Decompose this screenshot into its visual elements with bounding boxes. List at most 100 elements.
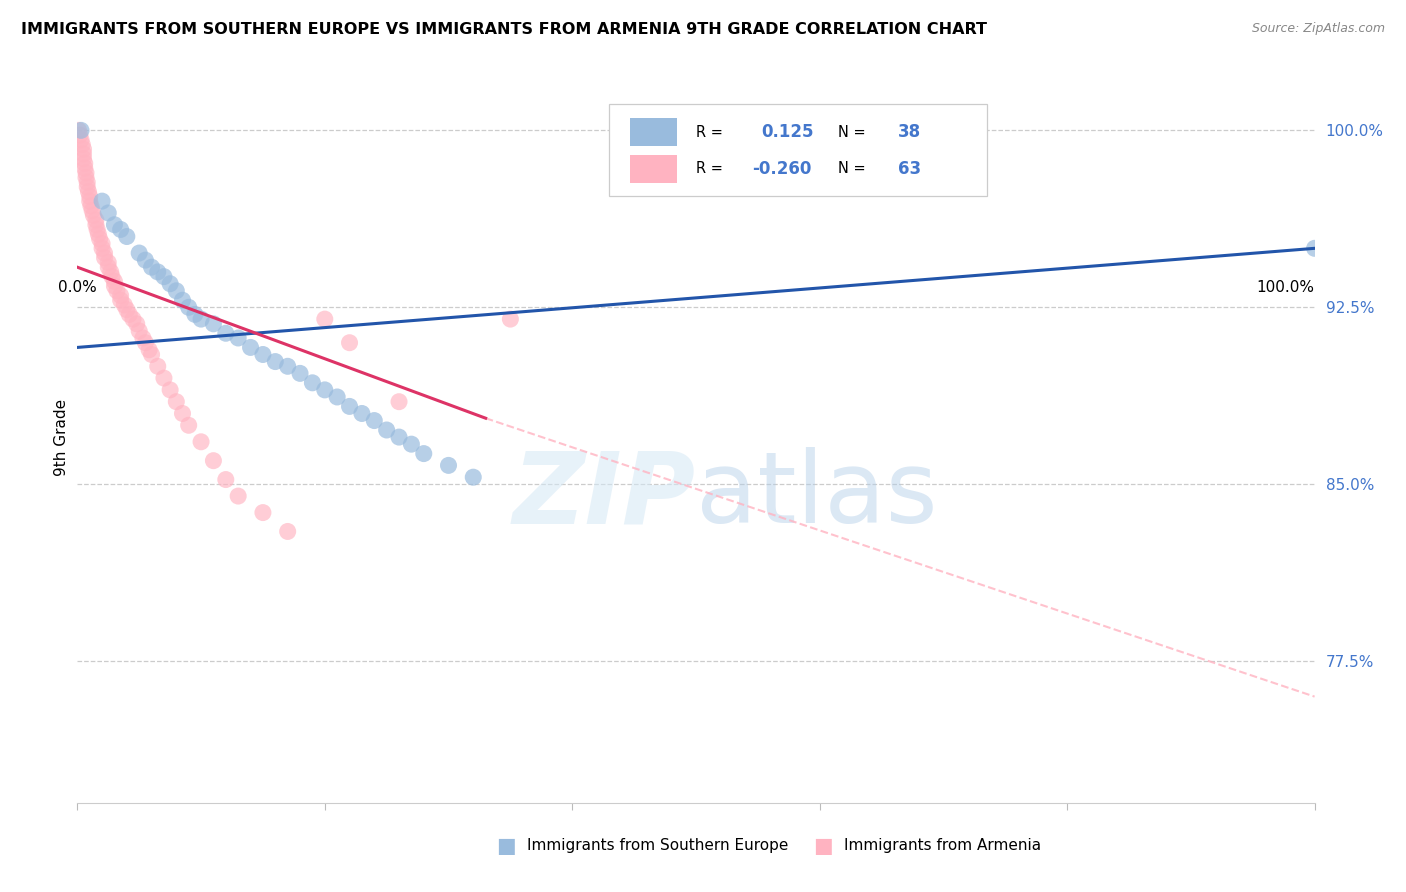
Point [82,208,104,222]
Point [110,222,132,236]
Point [226,489,249,503]
Point [239,340,262,354]
Point [70,123,93,137]
Point [202,317,225,331]
Point [112,298,135,312]
Point [277,524,299,539]
Point [215,326,238,341]
Point [72,152,94,166]
Point [84,218,107,232]
Point [277,359,299,374]
Point [437,458,460,473]
Text: ZIP: ZIP [513,447,696,544]
Bar [630,118,678,146]
Point [115,229,138,244]
Point [165,394,187,409]
Point [363,413,385,427]
Point [75,170,97,185]
Point [134,335,156,350]
Point [67,123,90,137]
Point [146,265,169,279]
Point [301,376,323,390]
Text: N =: N = [838,125,866,139]
Point [70,133,93,147]
Text: R =: R = [696,125,723,139]
Point [226,331,249,345]
Text: 38: 38 [897,123,921,141]
Point [91,236,114,251]
Point [91,241,114,255]
Point [73,156,96,170]
Y-axis label: 9th Grade: 9th Grade [53,399,69,475]
Text: N =: N = [838,161,866,176]
Point [339,400,361,414]
Bar [630,154,678,183]
Point [72,137,94,152]
Point [314,383,336,397]
Point [159,277,181,291]
Point [153,269,176,284]
Point [172,407,194,421]
Point [141,347,163,361]
Point [72,147,94,161]
Text: 0.0%: 0.0% [58,280,97,295]
Point [97,260,120,275]
Point [128,324,150,338]
Text: ■: ■ [496,836,516,855]
Text: atlas: atlas [696,447,938,544]
Point [93,246,115,260]
Point [215,473,238,487]
Point [190,434,212,449]
Point [146,359,169,374]
Point [314,312,336,326]
Point [105,284,128,298]
Point [288,367,311,381]
Point [86,222,108,236]
Point [128,246,150,260]
Point [80,199,103,213]
Point [134,253,156,268]
Point [165,284,187,298]
Point [172,293,194,308]
Text: IMMIGRANTS FROM SOUTHERN EUROPE VS IMMIGRANTS FROM ARMENIA 9TH GRADE CORRELATION: IMMIGRANTS FROM SOUTHERN EUROPE VS IMMIG… [21,22,987,37]
Point [177,301,200,315]
Text: 0.125: 0.125 [762,123,814,141]
Point [326,390,349,404]
Point [463,470,485,484]
Text: R =: R = [696,161,723,176]
Point [76,175,98,189]
Point [264,354,287,368]
Point [110,293,132,308]
Point [202,453,225,467]
Point [79,189,101,203]
Point [82,203,104,218]
Point [84,213,107,227]
Point [141,260,163,275]
Point [499,312,522,326]
Point [103,218,125,232]
Point [388,430,411,444]
Point [132,331,155,345]
Text: Immigrants from Southern Europe: Immigrants from Southern Europe [527,838,789,853]
Point [118,307,141,321]
Point [76,180,98,194]
Point [97,206,120,220]
Point [125,317,148,331]
Text: Source: ZipAtlas.com: Source: ZipAtlas.com [1251,22,1385,36]
Point [103,279,125,293]
Text: -0.260: -0.260 [752,160,811,178]
Point [100,265,122,279]
Point [412,447,434,461]
Point [73,161,96,175]
Point [91,194,114,208]
Text: ■: ■ [813,836,832,855]
Point [115,302,138,317]
Point [103,274,125,288]
Point [110,288,132,302]
Point [339,335,361,350]
Point [190,312,212,326]
Point [184,307,207,321]
Point [77,185,100,199]
Point [87,227,110,242]
Point [122,312,145,326]
